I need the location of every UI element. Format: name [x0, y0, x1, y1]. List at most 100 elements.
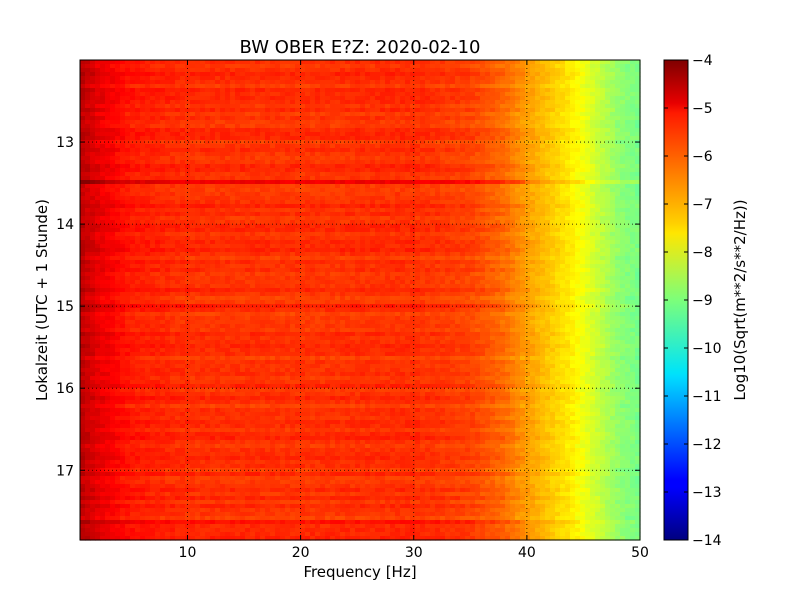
heatmap-cell	[245, 96, 251, 101]
heatmap-cell	[445, 92, 451, 97]
heatmap-cell	[580, 232, 586, 237]
heatmap-cell	[565, 124, 571, 129]
heatmap-cell	[95, 100, 101, 105]
heatmap-cell	[530, 232, 536, 237]
heatmap-cell	[565, 132, 571, 137]
heatmap-cell	[510, 120, 516, 125]
heatmap-cell	[580, 96, 586, 101]
heatmap-cell	[135, 144, 141, 149]
heatmap-cell	[220, 132, 226, 137]
heatmap-cell	[280, 168, 286, 173]
heatmap-cell	[585, 104, 591, 109]
heatmap-cell	[195, 112, 201, 117]
heatmap-cell	[235, 196, 241, 201]
heatmap-cell	[270, 68, 276, 73]
heatmap-cell	[340, 128, 346, 133]
heatmap-cell	[445, 192, 451, 197]
heatmap-cell	[100, 232, 106, 237]
heatmap-cell	[625, 112, 631, 117]
heatmap-cell	[235, 152, 241, 157]
heatmap-cell	[410, 220, 416, 225]
heatmap-cell	[425, 112, 431, 117]
heatmap-cell	[285, 100, 291, 105]
heatmap-cell	[425, 100, 431, 105]
heatmap-cell	[225, 88, 231, 93]
heatmap-cell	[170, 104, 176, 109]
heatmap-cell	[630, 228, 636, 233]
heatmap-cell	[230, 148, 236, 153]
heatmap-cell	[535, 136, 541, 141]
heatmap-cell	[525, 200, 531, 205]
heatmap-cell	[510, 84, 516, 89]
heatmap-cell	[575, 228, 581, 233]
heatmap-cell	[155, 188, 161, 193]
heatmap-cell	[305, 120, 311, 125]
heatmap-cell	[90, 220, 96, 225]
heatmap-cell	[230, 100, 236, 105]
heatmap-cell	[335, 96, 341, 101]
heatmap-cell	[210, 212, 216, 217]
heatmap-cell	[390, 84, 396, 89]
heatmap-cell	[100, 200, 106, 205]
heatmap-cell	[315, 80, 321, 85]
heatmap-cell	[340, 172, 346, 177]
heatmap-cell	[450, 204, 456, 209]
heatmap-cell	[230, 176, 236, 181]
heatmap-cell	[380, 88, 386, 93]
heatmap-cell	[175, 60, 181, 65]
heatmap-cell	[225, 192, 231, 197]
heatmap-cell	[195, 172, 201, 177]
heatmap-cell	[600, 64, 606, 69]
heatmap-cell	[385, 184, 391, 189]
heatmap-cell	[375, 156, 381, 161]
heatmap-cell	[325, 112, 331, 117]
heatmap-cell	[285, 180, 291, 185]
heatmap-cell	[465, 80, 471, 85]
heatmap-cell	[115, 124, 121, 129]
heatmap-cell	[450, 96, 456, 101]
heatmap-cell	[635, 80, 641, 85]
heatmap-cell	[585, 160, 591, 165]
heatmap-cell	[590, 168, 596, 173]
heatmap-cell	[270, 232, 276, 237]
heatmap-cell	[570, 152, 576, 157]
heatmap-cell	[290, 144, 296, 149]
heatmap-cell	[240, 116, 246, 121]
heatmap-cell	[175, 84, 181, 89]
heatmap-cell	[545, 184, 551, 189]
heatmap-cell	[170, 136, 176, 141]
heatmap-cell	[235, 116, 241, 121]
heatmap-cell	[610, 96, 616, 101]
heatmap-cell	[80, 64, 86, 69]
heatmap-cell	[345, 124, 351, 129]
heatmap-cell	[415, 76, 421, 81]
heatmap-cell	[240, 232, 246, 237]
heatmap-cell	[230, 236, 236, 241]
heatmap-cell	[470, 184, 476, 189]
heatmap-cell	[595, 136, 601, 141]
heatmap-cell	[240, 108, 246, 113]
heatmap-cell	[625, 96, 631, 101]
heatmap-cell	[495, 108, 501, 113]
heatmap-cell	[90, 216, 96, 221]
heatmap-cell	[175, 220, 181, 225]
heatmap-cell	[175, 112, 181, 117]
heatmap-cell	[465, 212, 471, 217]
heatmap-cell	[560, 80, 566, 85]
heatmap-cell	[160, 216, 166, 221]
heatmap-cell	[125, 128, 131, 133]
heatmap-cell	[345, 104, 351, 109]
heatmap-cell	[80, 108, 86, 113]
heatmap-cell	[410, 224, 416, 229]
heatmap-cell	[215, 232, 221, 237]
heatmap-cell	[440, 84, 446, 89]
heatmap-cell	[335, 60, 341, 65]
heatmap-cell	[95, 176, 101, 181]
heatmap-cell	[245, 72, 251, 77]
heatmap-cell	[530, 152, 536, 157]
heatmap-cell	[135, 232, 141, 237]
heatmap-cell	[225, 180, 231, 185]
heatmap-cell	[235, 156, 241, 161]
heatmap-cell	[570, 184, 576, 189]
heatmap-cell	[305, 100, 311, 105]
